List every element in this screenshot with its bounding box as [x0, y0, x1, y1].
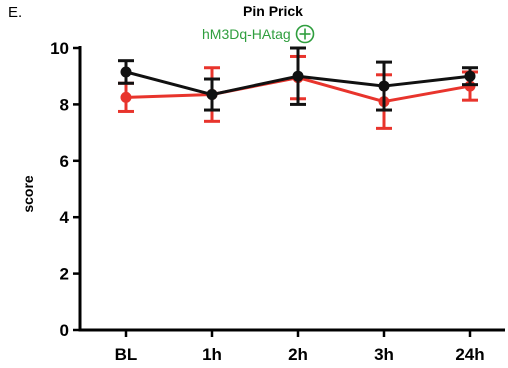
y-tick-label: 0 — [60, 321, 69, 340]
chart-title: Pin Prick — [243, 3, 303, 19]
x-tick-label: 24h — [455, 345, 484, 364]
y-tick-label: 8 — [60, 95, 69, 114]
data-point — [120, 91, 132, 103]
y-tick-label: 6 — [60, 152, 69, 171]
data-point — [464, 70, 476, 82]
y-tick-label: 10 — [50, 39, 69, 58]
x-tick-label: 2h — [288, 345, 308, 364]
y-tick-label: 4 — [60, 208, 70, 227]
circle-plus-icon — [295, 24, 315, 44]
x-tick-label: BL — [115, 345, 138, 364]
x-tick-label: 1h — [202, 345, 222, 364]
panel-label: E. — [8, 4, 23, 21]
data-point — [292, 70, 304, 82]
data-point — [206, 89, 218, 101]
data-point — [120, 66, 132, 78]
data-point — [378, 80, 390, 92]
title-area: Pin Prick — [0, 3, 508, 19]
subtitle-row: hM3Dq-HAtag — [202, 24, 315, 44]
y-tick-label: 2 — [60, 265, 69, 284]
y-axis-label: score — [20, 175, 36, 213]
chart-subtitle: hM3Dq-HAtag — [202, 26, 291, 42]
x-tick-label: 3h — [374, 345, 394, 364]
